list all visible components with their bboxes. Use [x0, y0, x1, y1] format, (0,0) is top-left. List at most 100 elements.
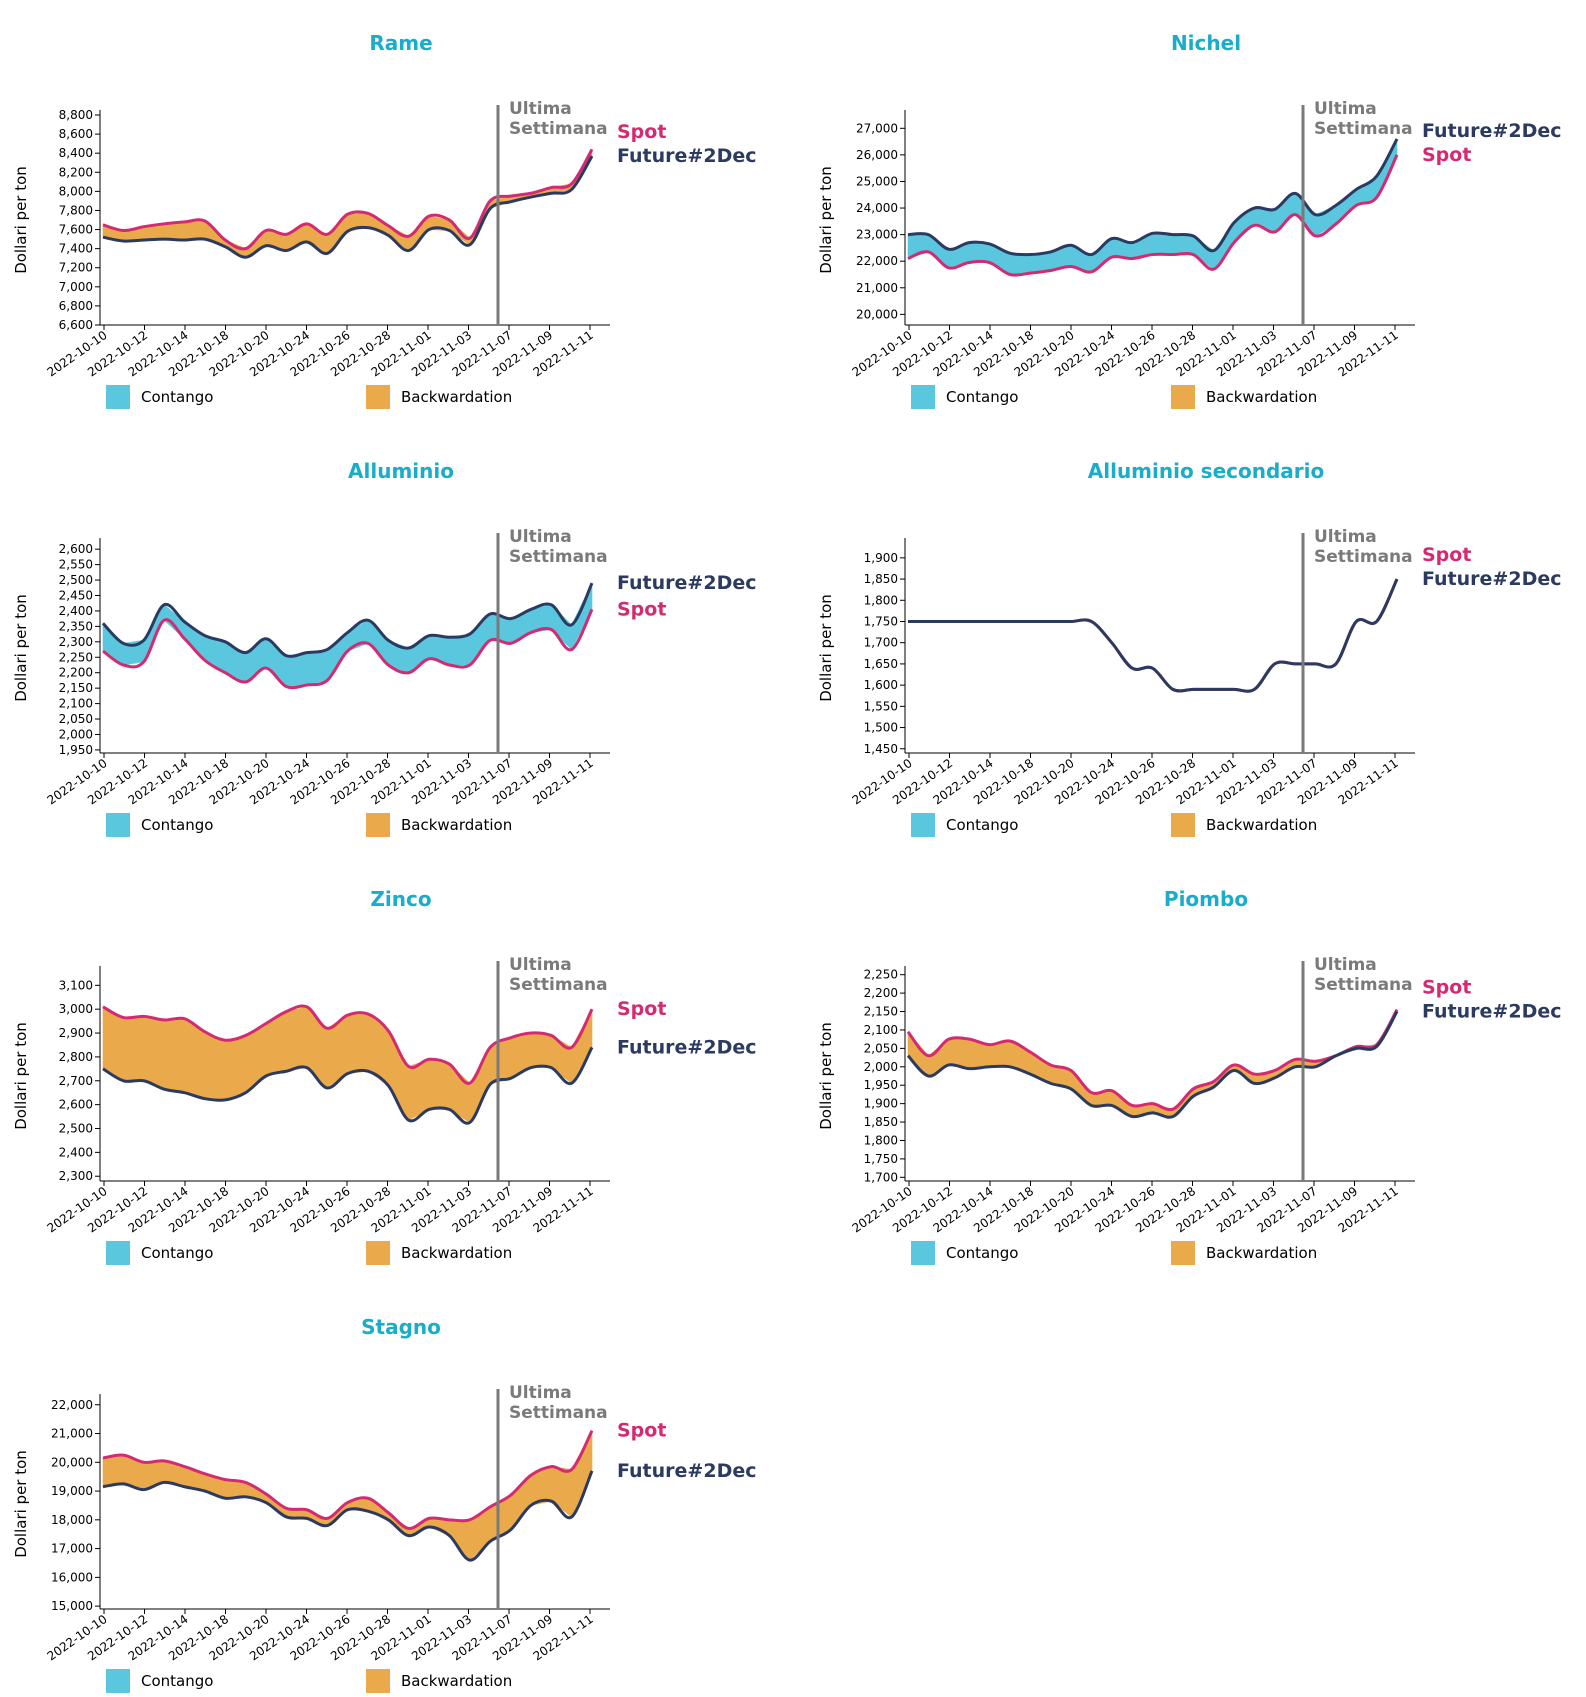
legend-backwardation-swatch [366, 1669, 390, 1693]
y-tick-label: 1,850 [864, 572, 898, 586]
y-tick-label: 24,000 [856, 201, 898, 215]
y-tick-label: 1,700 [864, 1170, 898, 1184]
legend-contango-label: Contango [141, 388, 213, 406]
y-tick-label: 1,750 [864, 614, 898, 628]
y-tick-label: 2,100 [864, 1023, 898, 1037]
y-tick-label: 2,150 [864, 1005, 898, 1019]
legend-contango-swatch [911, 813, 935, 837]
spread-areas [102, 1006, 593, 1124]
future-line [102, 155, 594, 259]
y-tick-label: 2,400 [59, 1145, 93, 1159]
legend-contango-swatch [106, 813, 130, 837]
y-axis-label: Dollari per ton [12, 1022, 30, 1130]
y-tick-label: 1,500 [864, 721, 898, 735]
legend-contango-label: Contango [141, 816, 213, 834]
chart-title: Rame [369, 31, 432, 55]
spot-end-label: Spot [1422, 544, 1471, 566]
y-tick-label: 8,600 [59, 127, 93, 141]
spread-areas [102, 1430, 593, 1561]
chart-title: Alluminio [348, 459, 454, 483]
chart-zinco: Zinco Dollari per ton 2,300 2,400 2,500 2,600… [12, 887, 757, 1265]
last-week-label-line2: Settimana [509, 119, 608, 139]
y-tick-label: 8,200 [59, 165, 93, 179]
contango-area [968, 242, 990, 263]
y-tick-label: 1,900 [864, 1097, 898, 1111]
last-week-label-line1: Ultima [509, 99, 572, 119]
chart-title: Alluminio secondario [1088, 459, 1325, 483]
y-tick-label: 2,050 [59, 712, 93, 726]
legend-backwardation-label: Backwardation [1206, 1244, 1317, 1262]
spot-end-label: Spot [1422, 144, 1471, 166]
future-end-label: Future#2Dec [617, 1460, 757, 1482]
y-tick-label: 16,000 [51, 1570, 93, 1584]
y-tick-label: 2,800 [59, 1050, 93, 1064]
backwardation-area [347, 1013, 369, 1074]
legend-contango-label: Contango [946, 816, 1018, 834]
last-week-label-line1: Ultima [509, 527, 572, 547]
y-tick-label: 1,800 [864, 1133, 898, 1147]
backwardation-area [204, 1031, 226, 1101]
future-end-label: Future#2Dec [617, 1036, 757, 1058]
future-end-label: Future#2Dec [1422, 120, 1562, 142]
last-week-label-line1: Ultima [1314, 955, 1377, 975]
future-line [102, 1470, 594, 1562]
future-line [906, 1010, 1399, 1119]
y-tick-label: 6,600 [59, 318, 93, 332]
future-end-label: Future#2Dec [617, 572, 757, 594]
spot-line [907, 578, 1399, 693]
y-tick-label: 1,750 [864, 1152, 898, 1166]
y-tick-label: 7,000 [59, 280, 93, 294]
contango-area [306, 649, 328, 686]
y-tick-label: 8,400 [59, 146, 93, 160]
last-week-label-line1: Ultima [509, 955, 572, 975]
y-tick-label: 1,950 [59, 743, 93, 757]
y-tick-label: 22,000 [856, 254, 898, 268]
y-tick-label: 1,650 [864, 657, 898, 671]
y-tick-label: 21,000 [856, 281, 898, 295]
y-tick-label: 27,000 [856, 121, 898, 135]
backwardation-area [428, 1058, 450, 1110]
y-tick-label: 8,800 [59, 108, 93, 122]
y-tick-label: 2,000 [864, 1060, 898, 1074]
chart-piombo: Piombo Dollari per ton 1,700 1,750 1,800 1,85… [817, 887, 1562, 1265]
backwardation-area [286, 1006, 308, 1072]
spread-areas [102, 583, 593, 688]
y-tick-label: 22,000 [51, 1398, 93, 1412]
backwardation-area [224, 1035, 246, 1101]
legend-backwardation-swatch [366, 385, 390, 409]
y-tick-label: 2,250 [864, 968, 898, 982]
contango-area [449, 633, 471, 666]
legend-backwardation-label: Backwardation [1206, 388, 1317, 406]
legend-backwardation-label: Backwardation [401, 1672, 512, 1690]
y-tick-label: 2,450 [59, 589, 93, 603]
y-axis-label: Dollari per ton [12, 1450, 30, 1558]
y-axis-label: Dollari per ton [12, 166, 30, 274]
last-week-label-line2: Settimana [1314, 975, 1413, 995]
last-week-label-line1: Ultima [1314, 99, 1377, 119]
last-week-label-line2: Settimana [509, 975, 608, 995]
contango-area [1152, 232, 1174, 255]
y-tick-label: 7,800 [59, 203, 93, 217]
legend-backwardation-swatch [366, 813, 390, 837]
y-tick-label: 2,200 [864, 986, 898, 1000]
backwardation-area [184, 220, 206, 241]
spot-line [907, 154, 1399, 277]
chart-alluminio-secondario: Alluminio secondario Dollari per ton 1,450… [817, 459, 1562, 837]
y-tick-label: 2,700 [59, 1074, 93, 1088]
backwardation-area [1070, 1069, 1092, 1107]
chart-title: Piombo [1164, 887, 1248, 911]
y-tick-label: 20,000 [51, 1455, 93, 1469]
legend-backwardation-swatch [1171, 813, 1195, 837]
backwardation-area [123, 1016, 145, 1082]
y-tick-label: 17,000 [51, 1542, 93, 1556]
legend-contango-swatch [911, 385, 935, 409]
legend-contango-swatch [106, 385, 130, 409]
y-tick-label: 2,300 [59, 635, 93, 649]
y-tick-label: 1,900 [864, 551, 898, 565]
future-end-label: Future#2Dec [1422, 1001, 1562, 1023]
legend-backwardation-swatch [366, 1241, 390, 1265]
spot-end-label: Spot [617, 598, 666, 620]
contango-area [928, 234, 950, 269]
legend-contango-label: Contango [946, 1244, 1018, 1262]
